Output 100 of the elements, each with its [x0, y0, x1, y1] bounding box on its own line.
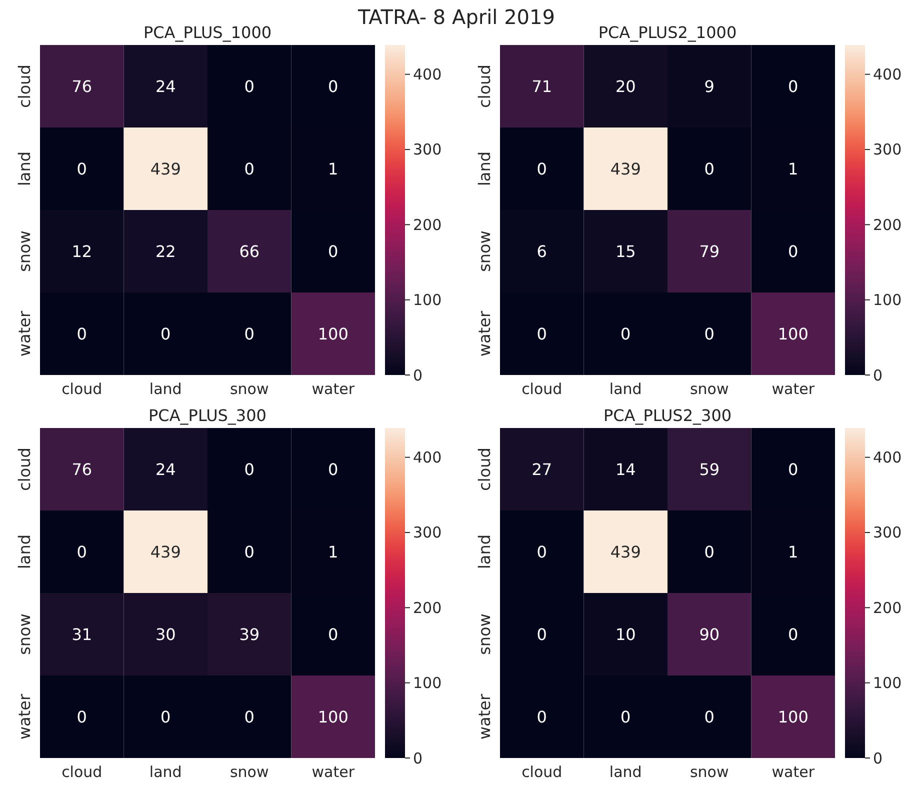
chart-title: PCA_PLUS2_300 — [603, 406, 732, 425]
color-bar-label: 0 — [413, 749, 423, 768]
data-label: 0 — [328, 242, 338, 261]
chart-title: PCA_PLUS_1000 — [143, 23, 272, 42]
color-bar-label: 400 — [873, 66, 902, 84]
text: TATRA- 8 April 2019 — [357, 5, 555, 29]
data-label: 0 — [76, 542, 87, 562]
y-tick-label: cloud — [15, 448, 34, 491]
x-tick-label: water — [312, 763, 356, 781]
data-label: 0 — [244, 542, 254, 562]
data-label: 0 — [160, 324, 171, 344]
data-label: 22 — [155, 242, 176, 261]
data-label: 0 — [244, 76, 254, 96]
data-label: 1 — [328, 159, 338, 178]
data-label: 27 — [532, 460, 552, 479]
x-tick-label: land — [609, 763, 642, 781]
data-label: 0 — [788, 76, 798, 96]
data-label: 100 — [778, 707, 808, 726]
data-label: 71 — [532, 76, 552, 96]
color-bar-label: 0 — [873, 366, 883, 384]
data-label: 90 — [699, 624, 720, 644]
data-label: 0 — [244, 707, 254, 726]
data-label: 0 — [788, 242, 798, 261]
y-tick-label: snow — [475, 230, 494, 272]
x-tick-label: snow — [230, 380, 269, 398]
y-tick-label: cloud — [15, 64, 34, 108]
x-tick-label: land — [609, 380, 642, 398]
data-label: 31 — [72, 624, 92, 644]
data-label: 0 — [620, 707, 631, 726]
y-tick-label: land — [15, 534, 34, 570]
data-label: 0 — [76, 324, 87, 344]
x-tick-label: land — [149, 763, 182, 781]
color-bar-label: 300 — [873, 524, 902, 542]
data-label: 79 — [699, 242, 720, 261]
data-label: 0 — [536, 624, 547, 644]
data-label: 10 — [615, 624, 636, 644]
data-label: 439 — [150, 159, 181, 178]
data-label: 100 — [318, 707, 348, 726]
color-bar-label: 200 — [873, 216, 902, 234]
x-tick-label: snow — [230, 763, 269, 781]
data-label: 66 — [239, 242, 260, 261]
y-tick-label: cloud — [475, 448, 494, 491]
data-label: 0 — [76, 159, 87, 178]
data-label: 0 — [536, 707, 547, 726]
color-bar-label: 100 — [873, 291, 902, 310]
x-tick-label: cloud — [522, 380, 562, 398]
data-label: 24 — [155, 76, 176, 96]
y-tick-label: snow — [15, 230, 34, 272]
data-label: 59 — [699, 460, 720, 479]
data-label: 0 — [704, 324, 714, 344]
chart-title: PCA_PLUS_300 — [148, 406, 266, 425]
data-label: 439 — [150, 542, 181, 562]
data-label: 0 — [244, 460, 254, 479]
x-tick-label: water — [772, 763, 816, 781]
y-tick-label: land — [15, 151, 34, 186]
data-label: 1 — [788, 159, 798, 178]
data-label: 0 — [704, 707, 714, 726]
data-label: 0 — [536, 159, 547, 178]
data-label: 12 — [72, 242, 92, 261]
y-tick-label: land — [475, 534, 494, 570]
y-tick-label: water — [475, 310, 494, 357]
color-bar-label: 300 — [413, 140, 442, 159]
data-label: 0 — [788, 460, 798, 479]
y-tick-label: water — [15, 310, 34, 357]
data-label: 20 — [615, 76, 636, 96]
y-tick-label: snow — [475, 614, 494, 655]
x-tick-label: cloud — [62, 380, 102, 398]
data-label: 6 — [536, 242, 547, 261]
data-label: 1 — [328, 542, 338, 562]
data-label: 439 — [610, 542, 641, 562]
color-bar-label: 400 — [873, 448, 902, 467]
data-label: 0 — [704, 542, 714, 562]
data-label: 0 — [536, 324, 547, 344]
data-label: 0 — [328, 460, 338, 479]
data-label: 76 — [72, 460, 92, 479]
data-label: 0 — [788, 624, 798, 644]
x-tick-label: land — [149, 380, 182, 398]
data-label: 0 — [704, 159, 714, 178]
color-bar-label: 200 — [873, 598, 902, 617]
data-label: 100 — [778, 324, 808, 344]
y-tick-label: water — [15, 694, 34, 740]
color-bar-label: 200 — [413, 598, 442, 617]
data-label: 14 — [615, 460, 636, 479]
x-tick-label: cloud — [522, 763, 562, 781]
data-label: 0 — [620, 324, 631, 344]
data-label: 1 — [788, 542, 798, 562]
color-bar-label: 300 — [873, 140, 902, 159]
x-tick-label: snow — [690, 380, 729, 398]
data-label: 30 — [155, 624, 176, 644]
data-label: 0 — [160, 707, 171, 726]
data-label: 0 — [76, 707, 87, 726]
data-label: 76 — [72, 76, 92, 96]
y-tick-label: snow — [15, 614, 34, 655]
color-bar-label: 400 — [413, 66, 442, 84]
data-label: 0 — [536, 542, 547, 562]
data-label: 39 — [239, 624, 260, 644]
data-label: 0 — [328, 624, 338, 644]
data-label: 0 — [244, 159, 254, 178]
color-bar-label: 100 — [413, 291, 442, 310]
color-bar-label: 100 — [873, 674, 902, 692]
